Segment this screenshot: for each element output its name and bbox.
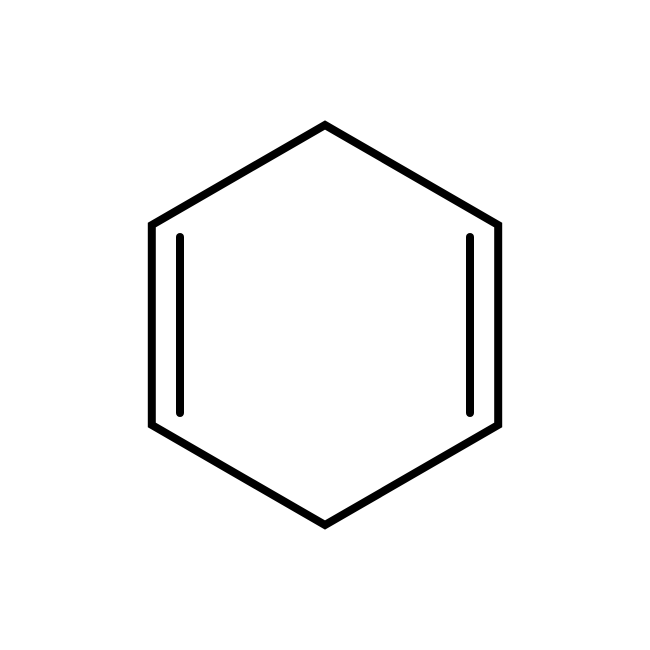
hexagon-ring [152, 125, 498, 525]
molecule-diagram [0, 0, 650, 650]
